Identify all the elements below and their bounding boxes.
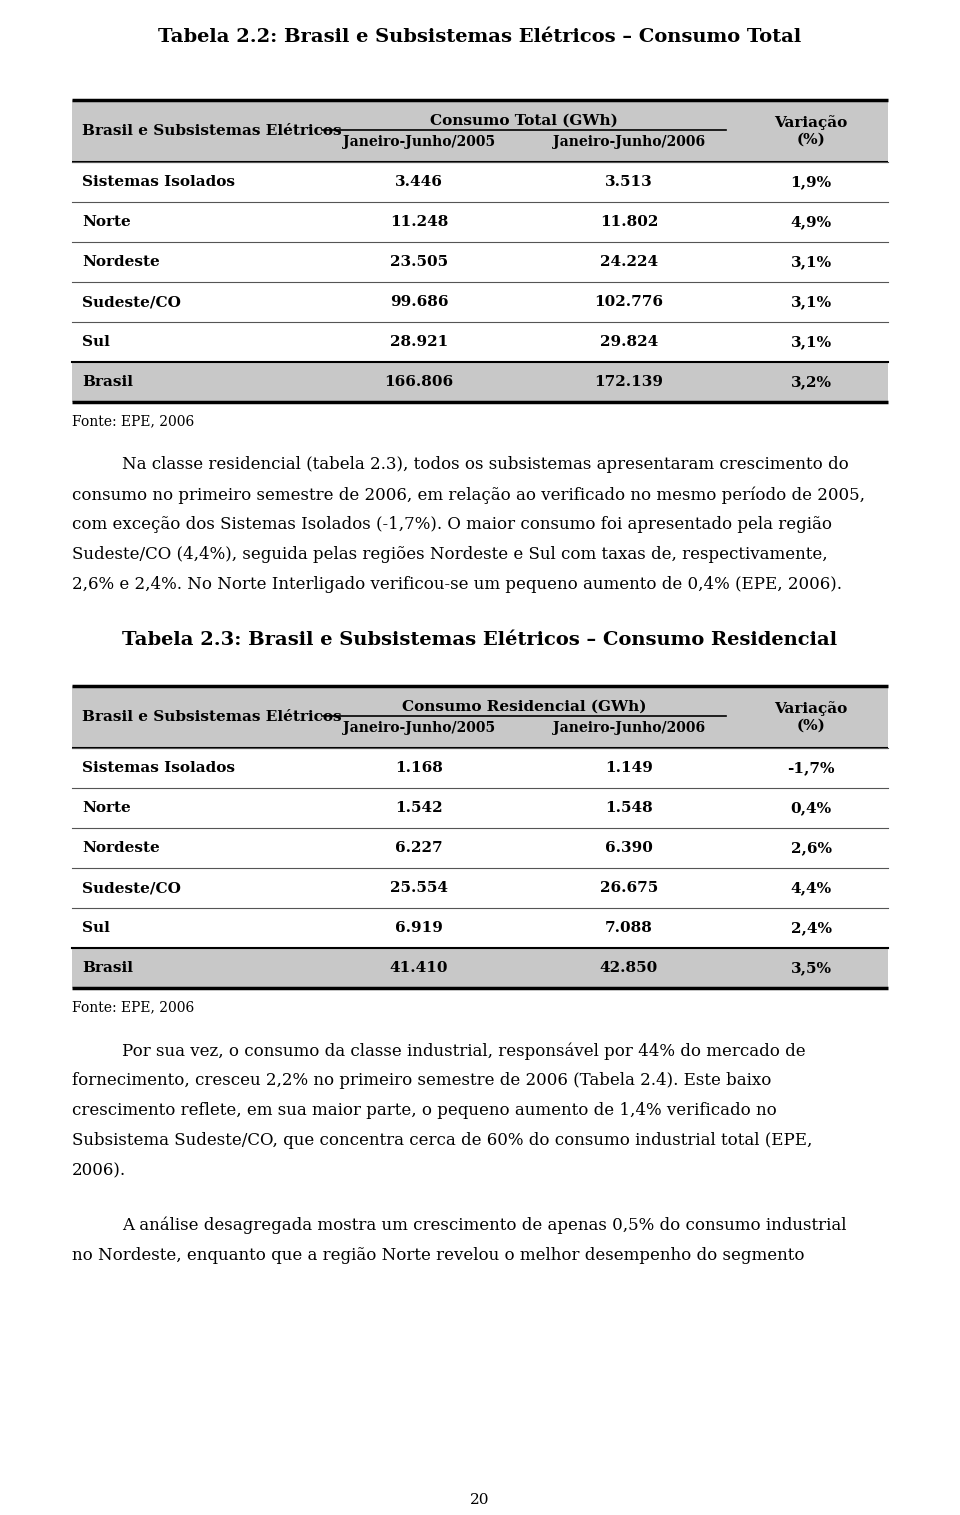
Text: 166.806: 166.806 (384, 376, 453, 389)
Bar (72, 948, 888, 988)
Text: 2,4%: 2,4% (790, 921, 831, 935)
Text: Sul: Sul (82, 921, 109, 935)
Text: A análise desagregada mostra um crescimento de apenas 0,5% do consumo industrial: A análise desagregada mostra um crescime… (122, 1217, 847, 1235)
Text: Sudeste/CO (4,4%), seguida pelas regiões Nordeste e Sul com taxas de, respectiva: Sudeste/CO (4,4%), seguida pelas regiões… (72, 545, 828, 564)
Text: Brasil: Brasil (82, 376, 133, 389)
Text: Sistemas Isolados: Sistemas Isolados (82, 176, 235, 189)
Text: Sistemas Isolados: Sistemas Isolados (82, 761, 235, 776)
Text: Janeiro-Junho/2006: Janeiro-Junho/2006 (553, 721, 705, 735)
Text: 26.675: 26.675 (600, 882, 659, 895)
Text: Janeiro-Junho/2005: Janeiro-Junho/2005 (343, 135, 495, 148)
Text: Variação
(%): Variação (%) (775, 701, 848, 733)
Text: no Nordeste, enquanto que a região Norte revelou o melhor desempenho do segmento: no Nordeste, enquanto que a região Norte… (72, 1247, 804, 1264)
Text: 3.513: 3.513 (605, 176, 653, 189)
Text: 3,1%: 3,1% (790, 255, 831, 270)
Text: consumo no primeiro semestre de 2006, em relação ao verificado no mesmo período : consumo no primeiro semestre de 2006, em… (72, 486, 865, 503)
Text: -1,7%: -1,7% (787, 761, 835, 776)
Text: 4,4%: 4,4% (790, 882, 831, 895)
Text: Sul: Sul (82, 335, 109, 348)
Text: Na classe residencial (tabela 2.3), todos os subsistemas apresentaram cresciment: Na classe residencial (tabela 2.3), todo… (122, 456, 849, 473)
Text: Nordeste: Nordeste (82, 841, 159, 854)
Text: Brasil: Brasil (82, 961, 133, 976)
Text: 3,1%: 3,1% (790, 335, 831, 348)
Text: 42.850: 42.850 (600, 961, 659, 976)
Text: 29.824: 29.824 (600, 335, 659, 348)
Bar (72, 362, 888, 401)
Text: 28.921: 28.921 (390, 335, 448, 348)
Text: 6.227: 6.227 (396, 841, 443, 854)
Text: Por sua vez, o consumo da classe industrial, responsável por 44% do mercado de: Por sua vez, o consumo da classe industr… (122, 1042, 805, 1059)
Text: Janeiro-Junho/2006: Janeiro-Junho/2006 (553, 135, 705, 148)
Text: Variação
(%): Variação (%) (775, 115, 848, 147)
Bar (72, 100, 888, 162)
Text: Tabela 2.3: Brasil e Subsistemas Elétricos – Consumo Residencial: Tabela 2.3: Brasil e Subsistemas Elétric… (123, 632, 837, 648)
Text: 1,9%: 1,9% (790, 176, 831, 189)
Text: 3,2%: 3,2% (790, 376, 831, 389)
Text: 4,9%: 4,9% (790, 215, 831, 229)
Text: 3,1%: 3,1% (790, 295, 831, 309)
Text: Sudeste/CO: Sudeste/CO (82, 295, 180, 309)
Text: 20: 20 (470, 1492, 490, 1507)
Text: 25.554: 25.554 (390, 882, 448, 895)
Text: Norte: Norte (82, 801, 131, 815)
Text: Sudeste/CO: Sudeste/CO (82, 882, 180, 895)
Text: Subsistema Sudeste/CO, que concentra cerca de 60% do consumo industrial total (E: Subsistema Sudeste/CO, que concentra cer… (72, 1132, 812, 1148)
Text: Brasil e Subsistemas Elétricos: Brasil e Subsistemas Elétricos (82, 124, 342, 138)
Text: Fonte: EPE, 2006: Fonte: EPE, 2006 (72, 1000, 194, 1014)
Text: 2,6%: 2,6% (790, 841, 831, 854)
Text: 1.149: 1.149 (605, 761, 653, 776)
Text: Consumo Total (GWh): Consumo Total (GWh) (430, 114, 618, 127)
Text: Fonte: EPE, 2006: Fonte: EPE, 2006 (72, 414, 194, 429)
Text: Brasil e Subsistemas Elétricos: Brasil e Subsistemas Elétricos (82, 711, 342, 724)
Text: 1.168: 1.168 (396, 761, 443, 776)
Text: 1.542: 1.542 (396, 801, 443, 815)
Text: Tabela 2.2: Brasil e Subsistemas Elétricos – Consumo Total: Tabela 2.2: Brasil e Subsistemas Elétric… (158, 27, 802, 45)
Text: 11.248: 11.248 (390, 215, 448, 229)
Text: Consumo Residencial (GWh): Consumo Residencial (GWh) (401, 700, 646, 714)
Text: 11.802: 11.802 (600, 215, 659, 229)
Text: crescimento reflete, em sua maior parte, o pequeno aumento de 1,4% verificado no: crescimento reflete, em sua maior parte,… (72, 1101, 777, 1120)
Text: 24.224: 24.224 (600, 255, 658, 270)
Bar (72, 686, 888, 748)
Text: com exceção dos Sistemas Isolados (-1,7%). O maior consumo foi apresentado pela : com exceção dos Sistemas Isolados (-1,7%… (72, 517, 832, 533)
Text: 102.776: 102.776 (594, 295, 663, 309)
Text: 6.390: 6.390 (605, 841, 653, 854)
Text: 41.410: 41.410 (390, 961, 448, 976)
Text: Norte: Norte (82, 215, 131, 229)
Text: 7.088: 7.088 (605, 921, 653, 935)
Text: 2,6% e 2,4%. No Norte Interligado verificou-se um pequeno aumento de 0,4% (EPE, : 2,6% e 2,4%. No Norte Interligado verifi… (72, 576, 842, 592)
Text: 0,4%: 0,4% (790, 801, 831, 815)
Text: 172.139: 172.139 (594, 376, 663, 389)
Text: 99.686: 99.686 (390, 295, 448, 309)
Text: 3,5%: 3,5% (790, 961, 831, 976)
Text: 23.505: 23.505 (390, 255, 448, 270)
Text: 3.446: 3.446 (396, 176, 443, 189)
Text: 6.919: 6.919 (396, 921, 443, 935)
Text: 1.548: 1.548 (605, 801, 653, 815)
Text: Nordeste: Nordeste (82, 255, 159, 270)
Text: fornecimento, cresceu 2,2% no primeiro semestre de 2006 (Tabela 2.4). Este baixo: fornecimento, cresceu 2,2% no primeiro s… (72, 1073, 772, 1089)
Text: 2006).: 2006). (72, 1162, 126, 1179)
Text: Janeiro-Junho/2005: Janeiro-Junho/2005 (343, 721, 495, 735)
